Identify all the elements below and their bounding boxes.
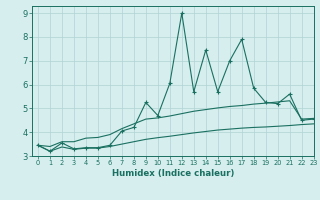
X-axis label: Humidex (Indice chaleur): Humidex (Indice chaleur) (112, 169, 234, 178)
